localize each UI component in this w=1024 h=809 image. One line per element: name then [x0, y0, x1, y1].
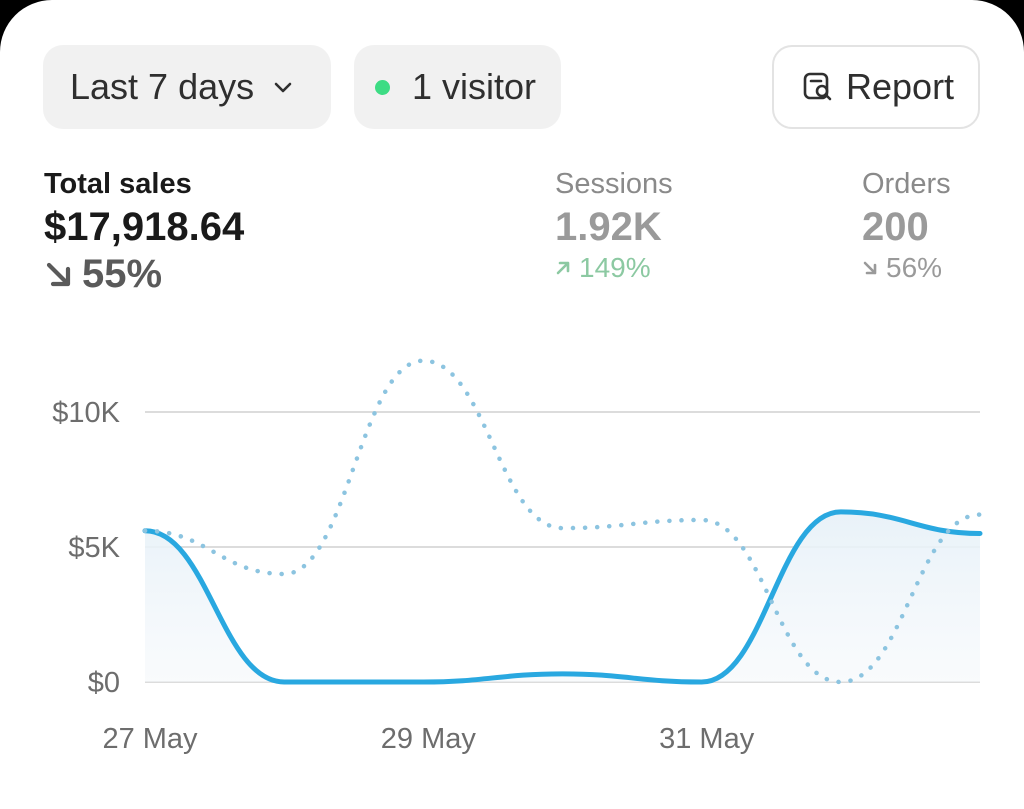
- y-tick-label: $5K: [68, 532, 120, 564]
- report-search-icon: [803, 72, 832, 101]
- arrow-up-right-icon: [556, 261, 570, 275]
- sessions-change-value: 149%: [579, 252, 651, 283]
- x-tick-label: 27 May: [102, 723, 198, 755]
- total-sales-change-value: 55%: [82, 252, 163, 296]
- x-tick-label: 31 May: [659, 723, 755, 755]
- x-tick-label: 29 May: [381, 723, 477, 755]
- total-sales-label: Total sales: [44, 168, 192, 200]
- chevron-down-icon: [274, 82, 292, 93]
- y-tick-label: $0: [88, 667, 120, 699]
- series-line-current: [142, 509, 983, 685]
- report-button-label: Report: [846, 66, 955, 107]
- sessions-change: 149%: [555, 252, 673, 284]
- y-tick-label: $10K: [52, 397, 120, 429]
- series-area: [145, 511, 980, 682]
- orders-change: 56%: [862, 252, 951, 284]
- sessions-metric[interactable]: Sessions 1.92K 149%: [555, 168, 673, 284]
- arrow-down-right-icon: [863, 261, 877, 275]
- report-button[interactable]: Report: [772, 45, 980, 129]
- visitor-count-label: 1 visitor: [412, 66, 537, 107]
- orders-change-value: 56%: [886, 252, 943, 283]
- orders-label: Orders: [862, 168, 951, 200]
- date-range-dropdown[interactable]: Last 7 days: [43, 45, 331, 129]
- total-sales-metric[interactable]: Total sales $17,918.64 55%: [44, 168, 244, 297]
- sessions-value: 1.92K: [555, 205, 662, 249]
- orders-metric[interactable]: Orders 200 56%: [862, 168, 951, 284]
- live-visitor-button[interactable]: 1 visitor: [354, 45, 561, 129]
- live-dot-icon: [375, 79, 390, 95]
- total-sales-value: $17,918.64: [44, 205, 245, 249]
- sales-chart: $0 $5K $10K 27 May 29 May 31 May: [52, 358, 983, 755]
- arrow-down-right-icon: [46, 262, 71, 286]
- orders-value: 200: [862, 205, 929, 249]
- sessions-label: Sessions: [555, 168, 673, 200]
- date-range-label: Last 7 days: [70, 66, 255, 107]
- total-sales-change: 55%: [44, 252, 244, 297]
